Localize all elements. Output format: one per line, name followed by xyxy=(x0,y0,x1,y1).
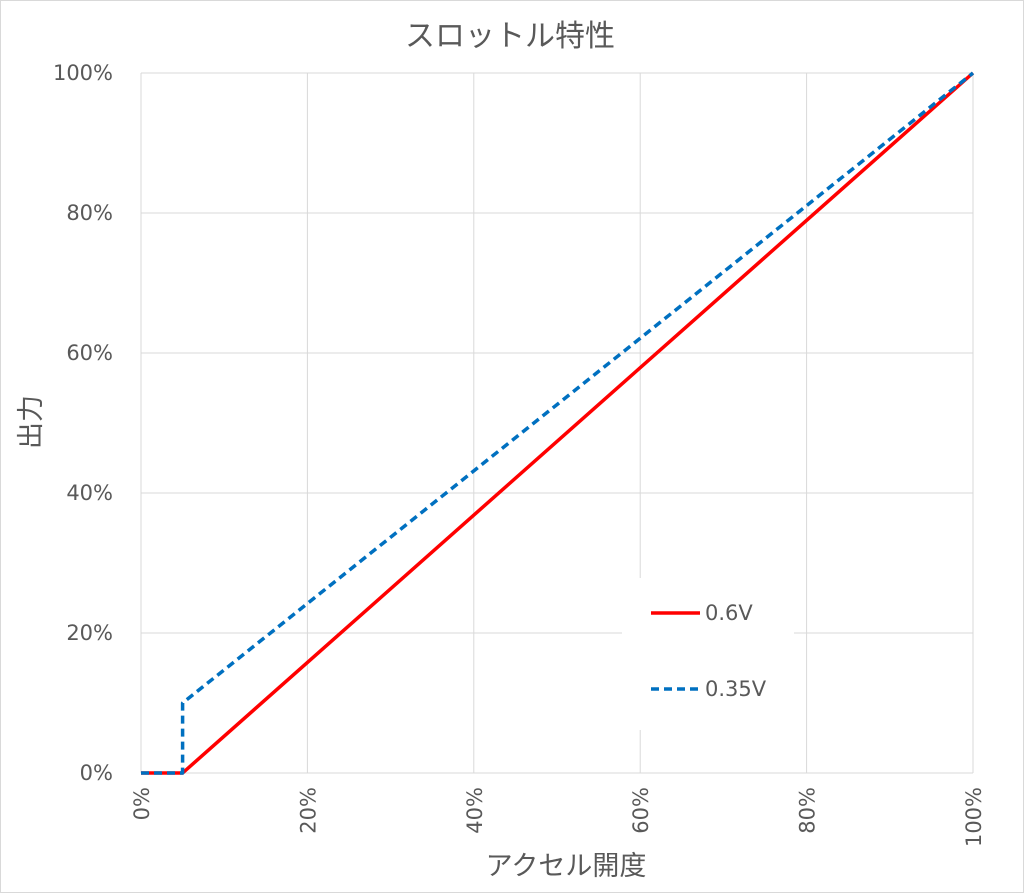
y-tick-label: 40% xyxy=(66,481,113,505)
legend-label: 0.35V xyxy=(705,677,767,701)
y-tick-label: 60% xyxy=(66,341,113,365)
y-tick-label: 80% xyxy=(66,201,113,225)
x-tick-label: 0% xyxy=(130,787,154,820)
legend-label: 0.6V xyxy=(705,601,753,625)
legend: 0.6V 0.35V xyxy=(622,578,794,730)
x-tick-label: 20% xyxy=(296,787,320,834)
x-tick-label: 80% xyxy=(796,787,820,834)
x-tick-label: 100% xyxy=(962,787,986,847)
x-tick-label: 40% xyxy=(463,787,487,834)
y-tick-label: 0% xyxy=(80,761,113,785)
chart-title: スロットル特性 xyxy=(405,19,615,54)
series-line-1 xyxy=(141,71,975,775)
y-axis-title: 出力 xyxy=(16,395,47,449)
x-axis-title: アクセル開度 xyxy=(486,851,647,882)
y-tick-label: 100% xyxy=(53,61,113,85)
tick-labels: 0% 20% 40% 60% 80% 100% 0% 20% 40% 60% 80% 100% xyxy=(53,61,986,847)
y-tick-label: 20% xyxy=(66,621,113,645)
series-layer xyxy=(141,71,975,775)
series-line-0 xyxy=(141,71,975,775)
legend-box xyxy=(622,578,794,730)
grid xyxy=(140,72,974,774)
x-tick-label: 60% xyxy=(629,787,653,834)
